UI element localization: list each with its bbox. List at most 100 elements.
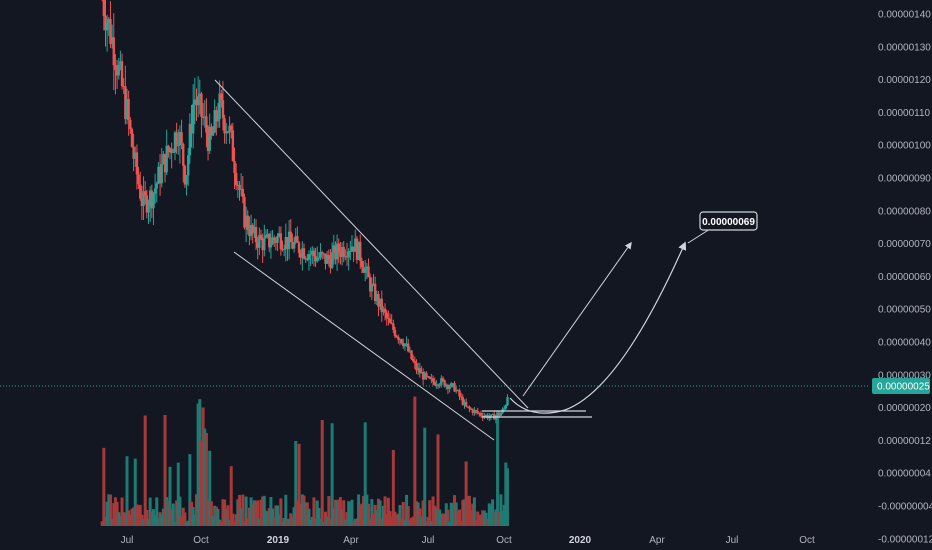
volume-bar — [342, 500, 346, 526]
candle-body — [450, 383, 453, 387]
candle-body — [489, 414, 493, 417]
candle-body — [359, 241, 362, 261]
candle-body — [445, 384, 448, 387]
y-tick-label: 0.00000080 — [878, 206, 931, 217]
candle-body — [471, 409, 474, 413]
candle-body — [393, 329, 397, 337]
candle-body — [370, 283, 374, 292]
candle-body — [205, 116, 208, 133]
volume-bar — [132, 507, 136, 526]
volume-bar — [160, 514, 164, 526]
volume-bar — [405, 494, 409, 526]
candle-body — [428, 376, 431, 379]
candle-body — [248, 229, 251, 237]
volume-bar — [322, 521, 326, 526]
candle-body — [506, 397, 509, 406]
volume-bar — [213, 505, 217, 526]
volume-bar — [251, 504, 255, 526]
volume-bar — [140, 514, 144, 526]
volume-bar — [133, 458, 137, 526]
candle-body — [504, 405, 508, 409]
volume-bar — [241, 494, 245, 526]
volume-bar — [363, 422, 367, 526]
candle-body — [378, 298, 382, 307]
candle-body — [203, 116, 206, 118]
volume-bar — [421, 500, 425, 526]
candle-body — [163, 154, 167, 173]
volume-bar — [304, 502, 308, 526]
candle-body — [354, 238, 357, 252]
volume-bar — [282, 517, 286, 526]
candle-body — [364, 268, 367, 273]
volume-bar — [489, 504, 493, 526]
x-tick-label: 2019 — [267, 535, 290, 546]
candle-body — [388, 318, 392, 323]
candle-body — [273, 237, 276, 241]
volume-bar — [380, 518, 384, 526]
volume-bar — [505, 468, 509, 526]
candle-body — [188, 123, 192, 156]
volume-bar — [426, 516, 430, 526]
candle-body — [284, 236, 288, 250]
volume-bar — [496, 410, 500, 526]
candle-body — [277, 233, 281, 237]
volume-bar — [281, 521, 285, 526]
volume-bar — [448, 521, 452, 526]
candle-body — [473, 410, 476, 413]
candle-body — [438, 384, 441, 386]
volume-bar — [224, 508, 228, 526]
volume-bar — [299, 503, 303, 526]
volume-bar — [310, 516, 314, 526]
volume-bar — [142, 518, 146, 526]
volume-bar — [471, 503, 475, 526]
volume-bar — [190, 501, 194, 526]
candle-body — [124, 86, 127, 120]
candle-body — [129, 119, 132, 130]
candle-body — [158, 166, 162, 184]
volume-bar — [242, 521, 246, 526]
volume-bar — [502, 504, 506, 526]
volume-bar — [353, 518, 357, 526]
candle-body — [137, 174, 140, 185]
volume-bar — [203, 428, 207, 526]
candle-body — [122, 86, 125, 88]
candle-body — [244, 215, 248, 228]
candle-body — [297, 242, 301, 253]
candle-body — [317, 257, 321, 259]
volume-bar — [272, 517, 276, 526]
y-tick-label: 0.00000120 — [878, 75, 931, 86]
volume-bar — [168, 466, 172, 526]
candle-body — [339, 252, 342, 257]
volume-bar — [324, 511, 328, 526]
wedge-lower-line — [233, 251, 495, 441]
straight-projection-arrow — [522, 241, 632, 397]
volume-bar — [145, 509, 149, 526]
volume-bar — [477, 514, 481, 526]
candle-body — [494, 415, 498, 420]
candle-body — [143, 191, 147, 196]
volume-bar — [398, 505, 402, 526]
volume-bar — [395, 515, 399, 526]
volume-bar — [499, 494, 503, 526]
volume-bar — [464, 461, 468, 526]
candle-body — [397, 336, 400, 340]
candle-body — [211, 132, 215, 136]
candle-body — [125, 99, 129, 120]
candle-body — [474, 410, 478, 412]
candle-body — [304, 258, 307, 260]
volume-bar — [188, 454, 192, 526]
volume-bar — [173, 521, 177, 526]
candle-body — [322, 253, 326, 255]
candle-body — [407, 343, 410, 352]
candle-body — [387, 318, 390, 320]
candle-body — [173, 132, 177, 152]
volume-bar — [103, 517, 107, 526]
volume-bar — [120, 497, 124, 526]
candle-body — [349, 250, 352, 252]
volume-bar — [262, 495, 266, 526]
candle-body — [301, 248, 304, 258]
candle-body — [430, 378, 433, 380]
volume-bar — [108, 494, 112, 526]
candle-body — [332, 245, 335, 253]
